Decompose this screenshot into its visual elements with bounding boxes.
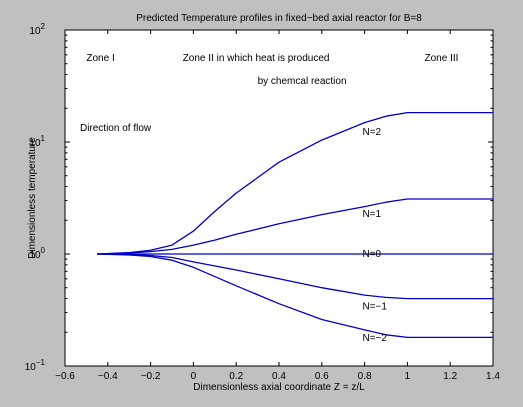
x-tick-label: −0.6 [55, 371, 75, 382]
x-tick-label: 0 [191, 371, 197, 382]
y-axis-ticks: 10−1 100 101 102 [25, 22, 493, 373]
y-tick-label: 102 [29, 22, 45, 37]
x-tick-label: −0.4 [98, 371, 118, 382]
series-line-n-1 [97, 198, 493, 255]
x-tick-label: 0.4 [272, 371, 286, 382]
y-tick-label: 10−1 [25, 358, 46, 373]
x-tick-label: 1.2 [443, 371, 457, 382]
series-line-n-2 [97, 111, 493, 255]
series-lines [97, 111, 493, 339]
series-line-n-1 [97, 253, 493, 300]
y-axis-label: Dimensionless temperature [27, 137, 38, 259]
x-axis-label: Dimensionless axial coordinate Z = z/L [193, 382, 365, 393]
annotation-label: Zone II in which heat is produced [183, 53, 330, 64]
x-tick-label: 0.6 [315, 371, 329, 382]
x-tick-label: 0.8 [358, 371, 372, 382]
series-line-n-2 [97, 253, 493, 339]
x-tick-label: 1.4 [486, 371, 500, 382]
annotation-label: N=0 [362, 249, 381, 260]
annotation-label: by chemcal reaction [258, 76, 347, 87]
x-tick-label: 0.2 [229, 371, 243, 382]
annotation-label: N=2 [362, 127, 381, 138]
annotations: Zone I Zone II in which heat is produced b… [80, 53, 458, 344]
annotation-label: Direction of flow [80, 123, 152, 134]
x-tick-label: 1 [405, 371, 411, 382]
annotation-label: N=−1 [362, 301, 387, 312]
plot-area [64, 29, 494, 367]
chart-title: Predicted Temperature profiles in fixed−… [136, 13, 422, 24]
annotation-label: Zone III [425, 53, 459, 64]
annotation-label: N=1 [362, 209, 381, 220]
x-tick-label: −0.2 [141, 371, 161, 382]
y-tick-label: 100 [29, 246, 45, 261]
annotation-label: N=−2 [362, 333, 387, 344]
y-tick-label: 101 [29, 134, 45, 149]
x-axis-ticks: −0.6 −0.4 −0.2 0 0.2 0.4 0.6 0.8 1 1.2 1.4 [55, 30, 500, 382]
annotation-label: Zone I [86, 53, 114, 64]
